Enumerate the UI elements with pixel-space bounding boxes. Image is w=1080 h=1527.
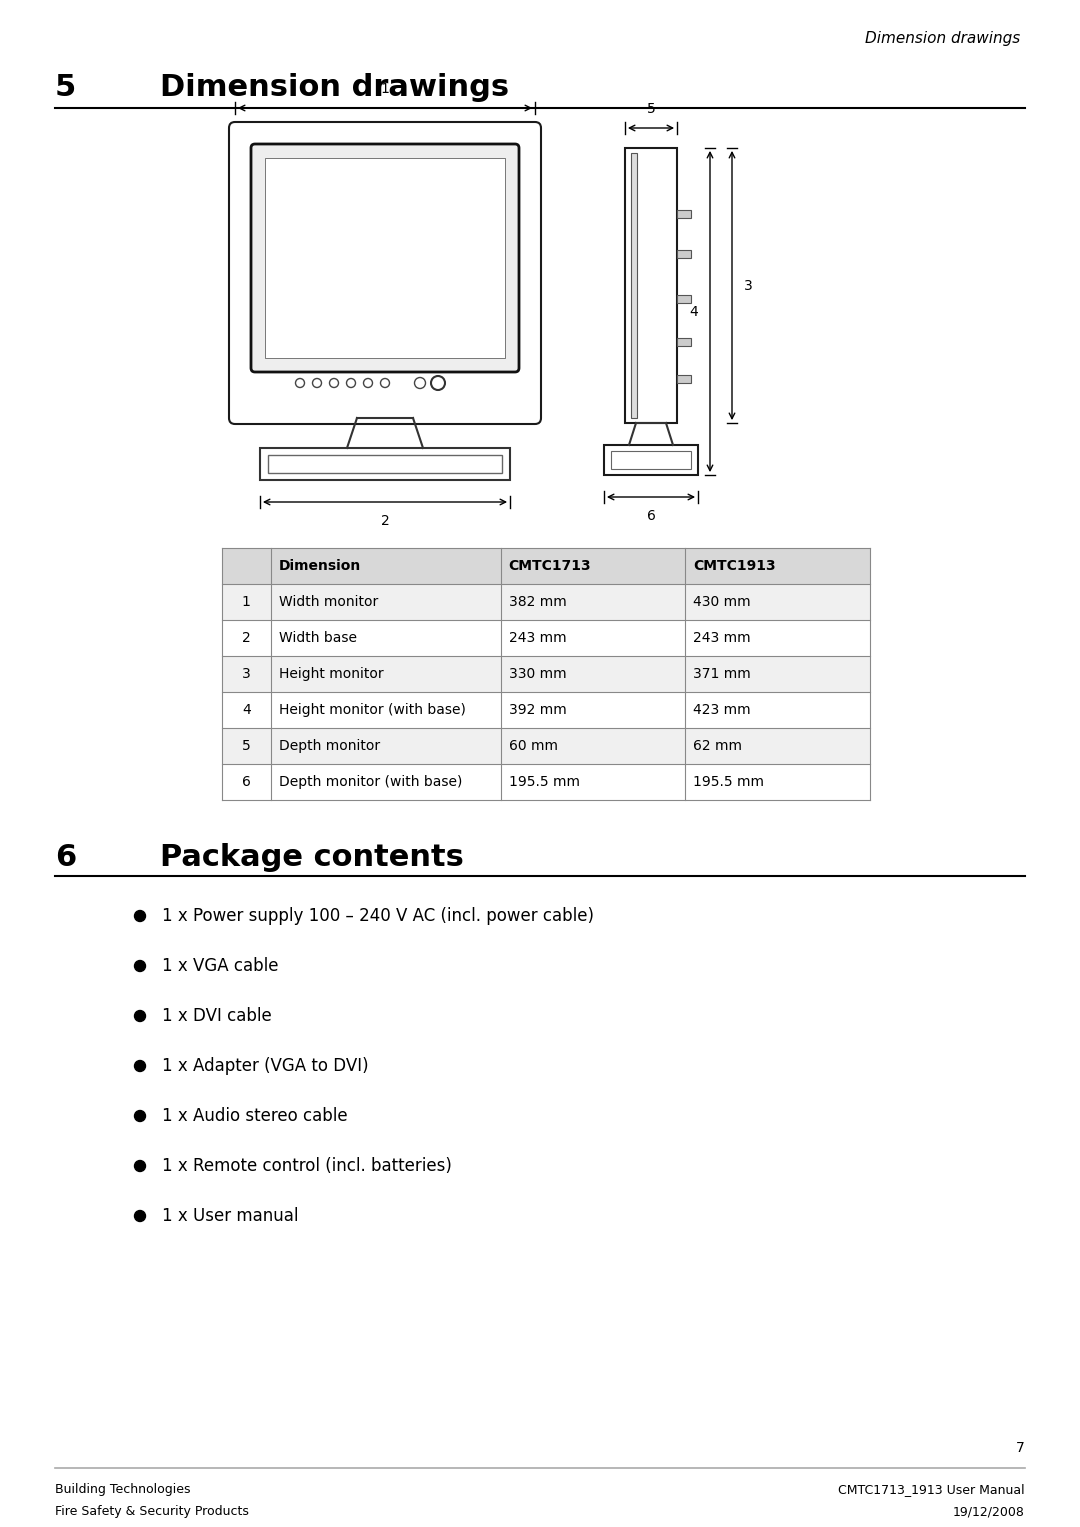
Text: 1 x Power supply 100 – 240 V AC (incl. power cable): 1 x Power supply 100 – 240 V AC (incl. p… — [162, 907, 594, 925]
Text: 195.5 mm: 195.5 mm — [693, 776, 765, 789]
Text: Dimension drawings: Dimension drawings — [865, 31, 1020, 46]
Text: 6: 6 — [242, 776, 251, 789]
Text: Dimension drawings: Dimension drawings — [160, 73, 509, 102]
Text: CMTC1713_1913 User Manual: CMTC1713_1913 User Manual — [838, 1484, 1025, 1496]
Bar — [222, 583, 870, 620]
Bar — [611, 450, 691, 469]
Text: 1 x User manual: 1 x User manual — [162, 1206, 298, 1225]
Text: 1 x Audio stereo cable: 1 x Audio stereo cable — [162, 1107, 348, 1125]
Bar — [222, 620, 870, 657]
Text: 2: 2 — [242, 631, 251, 644]
Text: Building Technologies: Building Technologies — [55, 1484, 190, 1496]
Text: Package contents: Package contents — [160, 843, 464, 872]
Text: Depth monitor: Depth monitor — [279, 739, 380, 753]
Text: 7: 7 — [1016, 1441, 1025, 1455]
Text: 5: 5 — [242, 739, 251, 753]
Text: 19/12/2008: 19/12/2008 — [954, 1506, 1025, 1518]
Text: 243 mm: 243 mm — [693, 631, 751, 644]
Text: CMTC1713: CMTC1713 — [509, 559, 591, 573]
Bar — [631, 153, 637, 418]
Text: 243 mm: 243 mm — [509, 631, 566, 644]
Text: 382 mm: 382 mm — [509, 596, 566, 609]
Text: 392 mm: 392 mm — [509, 702, 566, 718]
Bar — [677, 376, 691, 383]
Text: 195.5 mm: 195.5 mm — [509, 776, 580, 789]
Bar — [677, 250, 691, 258]
Bar — [265, 157, 505, 357]
Bar — [677, 337, 691, 347]
Bar — [268, 455, 502, 473]
Text: 3: 3 — [744, 278, 753, 293]
Text: Depth monitor (with base): Depth monitor (with base) — [279, 776, 462, 789]
Text: 60 mm: 60 mm — [509, 739, 557, 753]
Text: 371 mm: 371 mm — [693, 667, 751, 681]
Circle shape — [135, 960, 146, 971]
Bar — [222, 548, 870, 583]
Text: 5: 5 — [647, 102, 656, 116]
FancyBboxPatch shape — [229, 122, 541, 425]
Text: 1 x DVI cable: 1 x DVI cable — [162, 1006, 272, 1025]
Circle shape — [135, 1110, 146, 1121]
Text: Width monitor: Width monitor — [279, 596, 378, 609]
Bar — [604, 444, 698, 475]
Text: 3: 3 — [242, 667, 251, 681]
Bar — [625, 148, 677, 423]
Text: 1: 1 — [380, 82, 390, 96]
Text: 2: 2 — [380, 515, 390, 528]
Circle shape — [135, 1060, 146, 1072]
Text: 423 mm: 423 mm — [693, 702, 751, 718]
Circle shape — [135, 1161, 146, 1171]
Circle shape — [135, 1211, 146, 1222]
Bar — [222, 728, 870, 764]
Bar — [222, 692, 870, 728]
Bar — [677, 211, 691, 218]
Bar — [222, 764, 870, 800]
Text: 1: 1 — [242, 596, 251, 609]
FancyBboxPatch shape — [251, 144, 519, 373]
Bar — [677, 295, 691, 302]
Text: Height monitor (with base): Height monitor (with base) — [279, 702, 465, 718]
Text: Dimension: Dimension — [279, 559, 361, 573]
Text: Width base: Width base — [279, 631, 356, 644]
Circle shape — [135, 910, 146, 921]
Text: Height monitor: Height monitor — [279, 667, 383, 681]
Text: 1 x Remote control (incl. batteries): 1 x Remote control (incl. batteries) — [162, 1157, 451, 1174]
Text: 6: 6 — [647, 508, 656, 524]
Text: Fire Safety & Security Products: Fire Safety & Security Products — [55, 1506, 248, 1518]
Bar — [222, 657, 870, 692]
Text: 5: 5 — [55, 73, 77, 102]
Text: 6: 6 — [55, 843, 77, 872]
Text: 62 mm: 62 mm — [693, 739, 742, 753]
Circle shape — [135, 1011, 146, 1022]
Text: 1 x Adapter (VGA to DVI): 1 x Adapter (VGA to DVI) — [162, 1057, 368, 1075]
Text: 4: 4 — [689, 304, 698, 319]
Text: 4: 4 — [242, 702, 251, 718]
Text: 430 mm: 430 mm — [693, 596, 751, 609]
Text: CMTC1913: CMTC1913 — [693, 559, 775, 573]
Bar — [260, 447, 510, 479]
Text: 1 x VGA cable: 1 x VGA cable — [162, 957, 279, 976]
Text: 330 mm: 330 mm — [509, 667, 566, 681]
